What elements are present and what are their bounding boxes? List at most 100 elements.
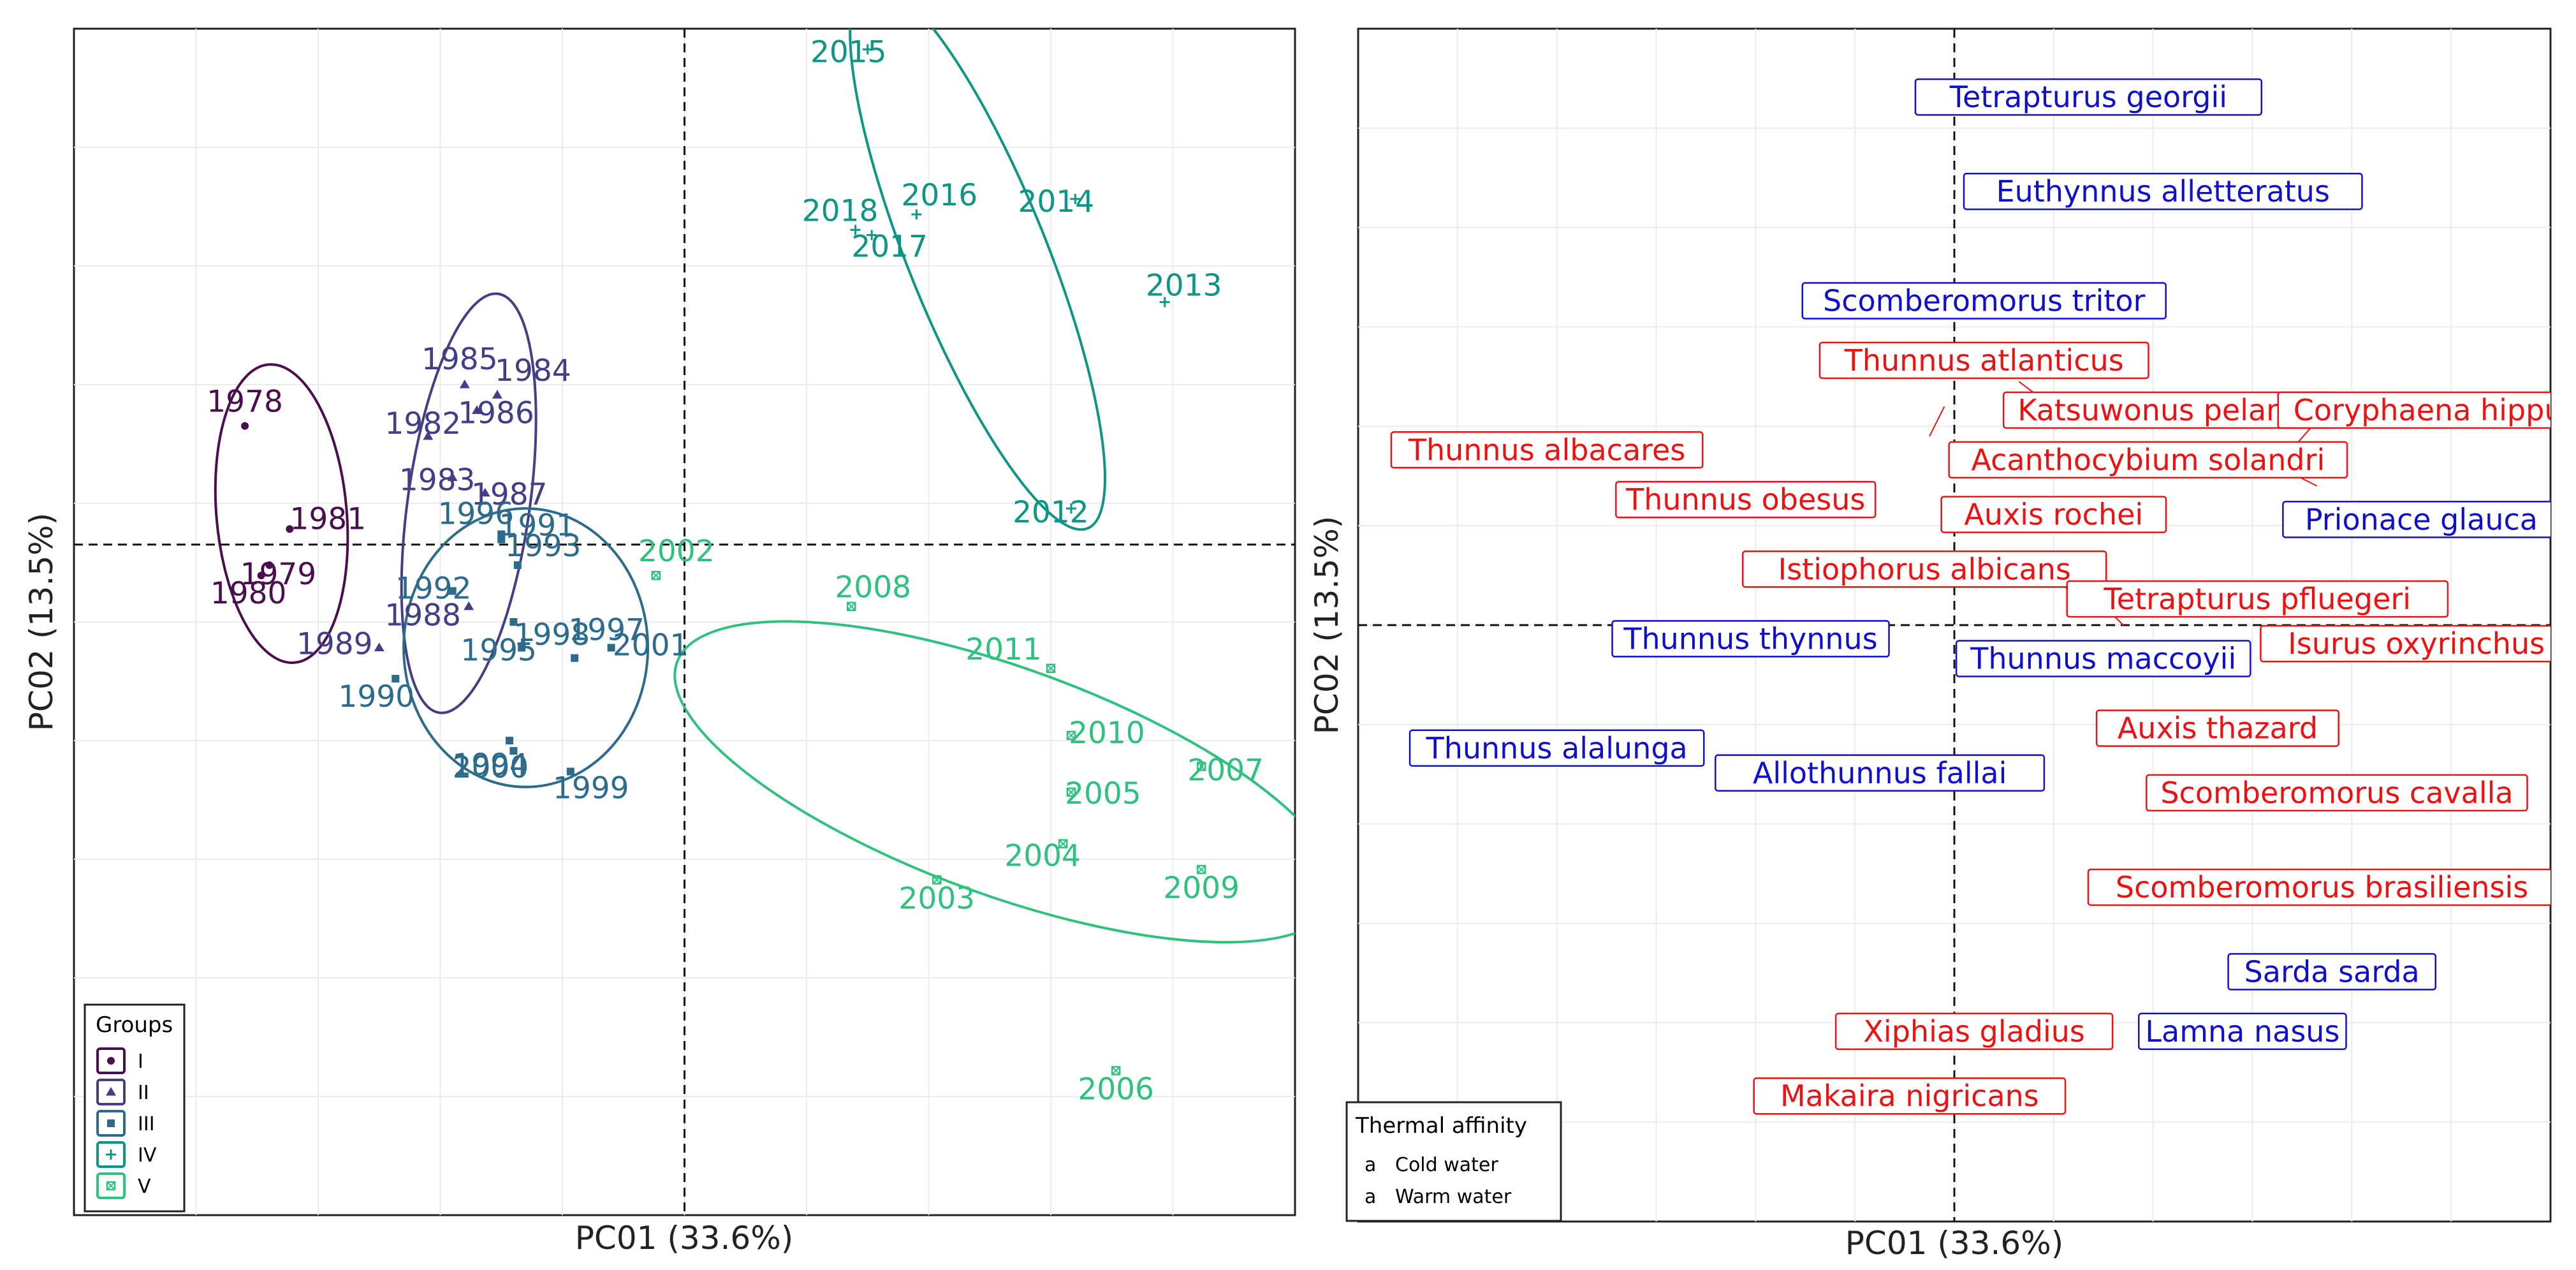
species-label-box: [2260, 624, 2550, 663]
species-label-text: Scomberomorus tritor: [1823, 284, 2146, 318]
species-label-box: [1955, 640, 2251, 677]
species-label-text: Allothunnus fallai: [1753, 756, 2007, 790]
species-label-text: Katsuwonus pelamis: [2017, 393, 2318, 427]
species-label-box: [2146, 774, 2528, 812]
data-point-square: [506, 737, 514, 744]
group-ellipse-v: [673, 620, 1295, 944]
data-point-plus: [862, 44, 873, 55]
data-point-boxed-x-cross: [847, 603, 855, 610]
legend-label-group-v: V: [138, 1176, 151, 1198]
data-point-boxed-x-cross: [1047, 665, 1055, 672]
data-point-circle: [257, 572, 265, 580]
year-label-2004: 2004: [1004, 839, 1081, 874]
data-point-triangle: [374, 642, 384, 652]
data-point-square: [571, 654, 579, 662]
species-label-tetrapturus-pfluegeri: Tetrapturus pfluegeri: [2066, 580, 2449, 618]
thermal-legend-title: Thermal affinity: [1355, 1113, 1527, 1139]
group-ellipse-ii: [400, 292, 538, 714]
year-label-2008: 2008: [835, 570, 911, 605]
label-leader-line: [1929, 406, 1945, 437]
species-label-thunnus-maccoyii: Thunnus maccoyii: [1955, 640, 2251, 677]
year-label-1986: 1986: [458, 395, 534, 431]
species-label-text: Euthynnus alletteratus: [1996, 174, 2330, 209]
year-label-2001: 2001: [613, 628, 689, 663]
left-group-ellipses: [214, 29, 1295, 944]
left-x-axis-title: PC01 (33.6%): [575, 1220, 793, 1257]
species-label-box: [2277, 391, 2550, 429]
year-label-1983: 1983: [399, 463, 476, 498]
left-year-points: [241, 44, 1206, 1075]
species-label-box: [2066, 580, 2449, 618]
data-point-boxed-x: [846, 602, 856, 611]
year-label-2002: 2002: [638, 534, 715, 569]
species-label-text: Thunnus maccoyii: [1970, 642, 2236, 676]
species-label-text: Scomberomorus brasiliensis: [2116, 870, 2528, 905]
data-point-plus: [850, 225, 861, 235]
year-label-2016: 2016: [902, 178, 978, 213]
right-reference-lines: [1358, 29, 2550, 1222]
species-label-auxis-thazard: Auxis thazard: [2095, 709, 2340, 747]
species-label-scomberomorus-brasiliensis: Scomberomorus brasiliensis: [2087, 868, 2550, 906]
species-label-tetrapturus-georgii: Tetrapturus georgii: [1914, 78, 2263, 116]
species-label-box: [2282, 501, 2550, 538]
data-point-triangle: [447, 472, 458, 482]
data-point-boxed-x: [932, 875, 942, 885]
species-label-text: Makaira nigricans: [1780, 1079, 2039, 1113]
species-label-acanthocybium-solandri: Acanthocybium solandri: [1948, 441, 2348, 479]
data-point-circle: [241, 422, 249, 430]
right-species-labels: Tetrapturus georgii Euthynnus alletteratu…: [1390, 78, 2576, 1115]
species-label-thunnus-obesus: Thunnus obesus: [1615, 480, 1877, 519]
species-label-box: [1948, 441, 2348, 479]
species-label-box: [1390, 431, 1704, 469]
thermal-label-cold-water: Cold water: [1395, 1154, 1498, 1176]
species-label-xiphias-gladius: Xiphias gladius: [1834, 1012, 2114, 1051]
left-reference-lines: [74, 29, 1295, 1215]
data-point-triangle: [106, 1087, 116, 1096]
data-point-boxed-x: [1066, 787, 1076, 797]
species-label-text: Tetrapturus pfluegeri: [2103, 582, 2411, 616]
data-point-plus: [1070, 193, 1081, 204]
species-label-istiophorus-albicans: Istiophorus albicans: [1742, 550, 2107, 588]
data-point-triangle: [492, 390, 502, 399]
year-label-1995: 1995: [460, 633, 537, 668]
year-label-1992: 1992: [395, 571, 472, 606]
year-label-1999: 1999: [553, 771, 629, 806]
year-label-2007: 2007: [1187, 753, 1264, 788]
species-label-text: Istiophorus albicans: [1778, 552, 2071, 586]
right-x-axis-title: PC01 (33.6%): [1845, 1225, 2063, 1262]
data-point-square: [392, 674, 400, 683]
species-label-text: Thunnus alalunga: [1426, 731, 1688, 765]
species-label-katsuwonus-pelamis: Katsuwonus pelamis: [2002, 391, 2334, 429]
species-label-box: [2138, 1012, 2347, 1051]
data-point-plus: [911, 209, 922, 220]
species-label-isurus-oxyrinchus: Isurus oxyrinchus: [2260, 624, 2550, 663]
data-point-boxed-x-cross: [652, 572, 660, 579]
species-label-box: [1819, 341, 2149, 380]
year-label-1979: 1979: [240, 557, 317, 592]
species-label-thunnus-albacares: Thunnus albacares: [1390, 431, 1704, 469]
species-label-text: Coryphaena hippurus: [2294, 393, 2576, 427]
species-label-box: [1834, 1012, 2114, 1051]
year-label-1985: 1985: [421, 342, 498, 377]
species-label-box: [1963, 172, 2363, 210]
data-point-square: [566, 767, 574, 776]
data-point-triangle: [459, 380, 470, 388]
group-ellipse-i: [214, 363, 349, 664]
year-label-1981: 1981: [290, 501, 367, 536]
year-label-1978: 1978: [207, 385, 283, 420]
right-y-axis-title: PC02 (13.5%): [1308, 516, 1345, 734]
species-label-box: [1611, 620, 1890, 658]
data-point-square: [107, 1119, 115, 1127]
year-label-1994: 1994: [452, 748, 529, 783]
species-label-text: Xiphias gladius: [1863, 1014, 2084, 1049]
data-point-triangle: [471, 405, 482, 415]
species-label-sarda-sarda: Sarda sarda: [2227, 953, 2437, 991]
data-point-square: [513, 561, 522, 570]
thermal-label-warm-water: Warm water: [1395, 1186, 1512, 1208]
species-label-scomberomorus-tritor: Scomberomorus tritor: [1801, 282, 2167, 320]
species-label-text: Auxis thazard: [2118, 711, 2318, 746]
